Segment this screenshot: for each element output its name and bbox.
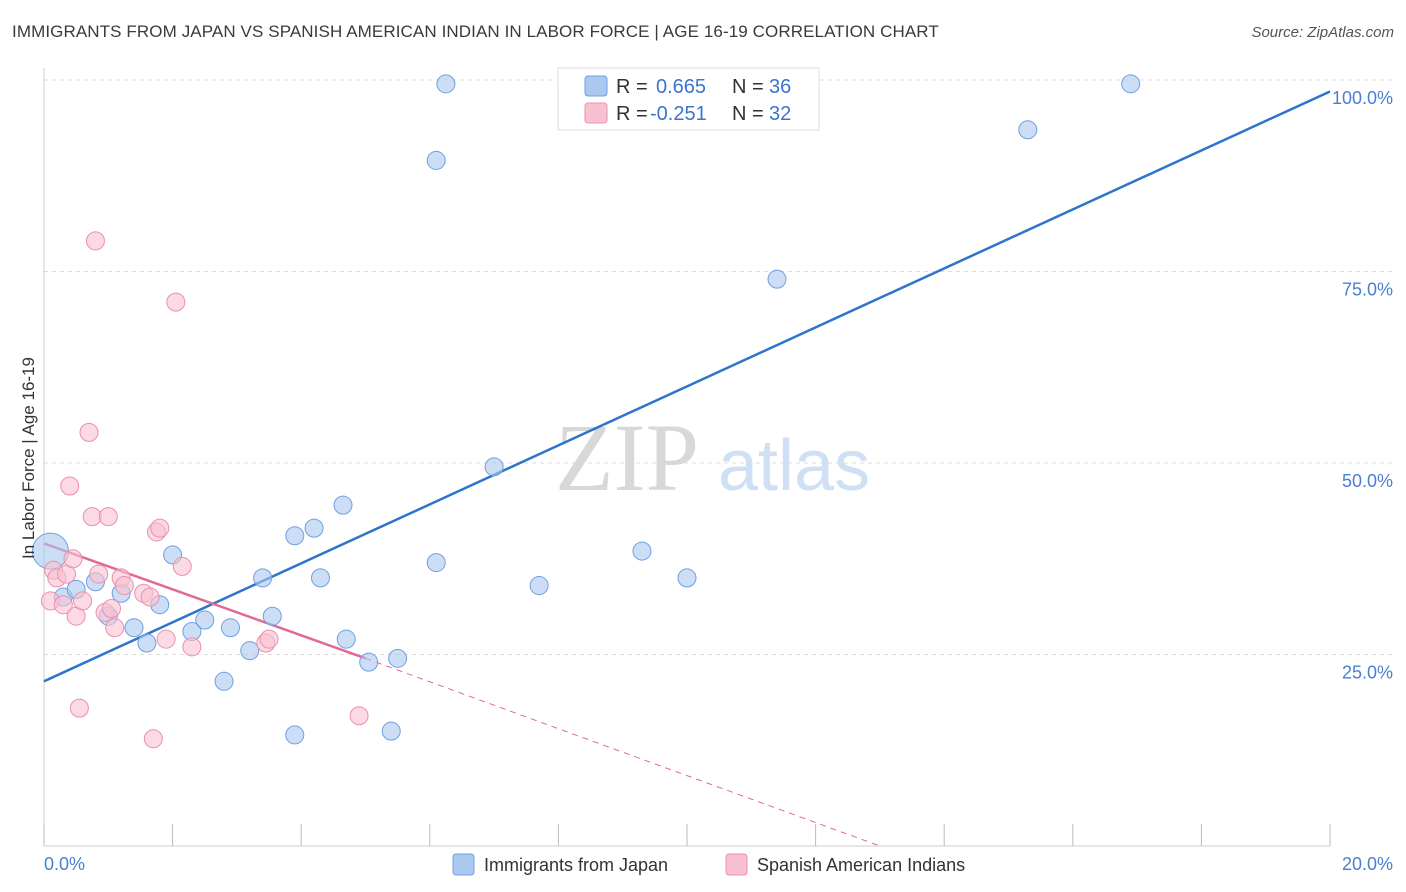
- point-spanish: [102, 599, 122, 619]
- point-japan: [310, 568, 330, 588]
- legend-swatch-spanish: [725, 853, 748, 876]
- stats-swatch-spanish: [584, 102, 608, 124]
- point-japan: [285, 725, 305, 745]
- y-tick-label: 75.0%: [1342, 280, 1393, 300]
- point-japan: [529, 576, 549, 596]
- legend-item-japan[interactable]: Immigrants from Japan: [452, 853, 668, 876]
- stats-legend: R = 0.665 N = 36 R = -0.251 N = 32: [557, 67, 820, 131]
- point-japan: [632, 541, 652, 561]
- axes: 25.0% 50.0% 75.0% 100.0% 0.0% 20.0%: [43, 68, 1393, 874]
- grid-lines: [44, 79, 1392, 655]
- watermark-zip: ZIP: [555, 404, 699, 511]
- point-spanish: [156, 629, 176, 649]
- point-spanish: [166, 292, 186, 312]
- source-label: Source: ZipAtlas.com: [1251, 24, 1394, 41]
- point-japan: [220, 618, 240, 638]
- point-japan: [436, 74, 456, 94]
- watermark: ZIP atlas: [555, 404, 870, 511]
- point-japan: [214, 671, 234, 691]
- y-tick-label: 100.0%: [1332, 88, 1393, 108]
- point-spanish: [114, 576, 134, 596]
- point-spanish: [349, 706, 369, 726]
- point-spanish: [259, 629, 279, 649]
- point-japan: [1018, 120, 1038, 140]
- trend-line-spanish: [43, 542, 366, 660]
- data-points: [31, 74, 1141, 749]
- stats-n-label: N =: [732, 103, 764, 125]
- stats-n-label: N =: [732, 76, 764, 98]
- y-tick-label: 50.0%: [1342, 471, 1393, 491]
- watermark-atlas: atlas: [718, 426, 870, 506]
- point-japan: [262, 606, 282, 626]
- point-japan: [767, 269, 787, 289]
- stats-r-value: 0.665: [656, 76, 706, 98]
- point-japan: [253, 568, 273, 588]
- point-spanish: [73, 591, 93, 611]
- point-spanish: [143, 729, 163, 749]
- point-japan: [304, 518, 324, 538]
- point-japan: [137, 633, 157, 653]
- stats-r-value: -0.251: [650, 103, 707, 125]
- stats-r-label: R =: [616, 103, 648, 125]
- series-legend: Immigrants from Japan Spanish American I…: [452, 853, 965, 876]
- point-japan: [1121, 74, 1141, 94]
- point-japan: [195, 610, 215, 630]
- point-japan: [240, 641, 260, 661]
- point-japan: [388, 648, 408, 668]
- point-spanish: [105, 618, 125, 638]
- point-japan: [677, 568, 697, 588]
- point-spanish: [182, 637, 202, 657]
- point-japan: [381, 721, 401, 741]
- x-tick-label: 0.0%: [44, 854, 85, 874]
- chart-title: IMMIGRANTS FROM JAPAN VS SPANISH AMERICA…: [12, 22, 939, 41]
- point-japan: [359, 652, 379, 672]
- legend-item-spanish[interactable]: Spanish American Indians: [725, 853, 965, 876]
- point-spanish: [69, 698, 89, 718]
- point-japan: [426, 553, 446, 573]
- legend-label-spanish: Spanish American Indians: [757, 855, 965, 875]
- point-spanish: [82, 507, 102, 527]
- point-japan: [336, 629, 356, 649]
- legend-swatch-japan: [452, 853, 475, 876]
- y-tick-label: 25.0%: [1342, 663, 1393, 683]
- point-spanish: [85, 231, 105, 251]
- x-tick-label: 20.0%: [1342, 854, 1393, 874]
- stats-n-value: 32: [769, 103, 791, 125]
- point-japan: [333, 495, 353, 515]
- point-spanish: [53, 595, 73, 615]
- point-japan: [285, 526, 305, 546]
- stats-r-label: R =: [616, 76, 648, 98]
- point-spanish: [172, 556, 192, 576]
- point-spanish: [150, 518, 170, 538]
- point-spanish: [89, 564, 109, 584]
- stats-row-japan: R = 0.665 N = 36: [584, 75, 791, 98]
- stats-row-spanish: R = -0.251 N = 32: [584, 102, 791, 125]
- point-spanish: [79, 422, 99, 442]
- point-japan: [124, 618, 144, 638]
- y-axis-title: In Labor Force | Age 16-19: [19, 357, 38, 559]
- point-japan: [484, 457, 504, 477]
- point-spanish: [98, 507, 118, 527]
- stats-n-value: 36: [769, 76, 791, 98]
- stats-swatch-japan: [584, 75, 608, 97]
- point-spanish: [140, 587, 160, 607]
- point-japan: [426, 150, 446, 170]
- point-spanish: [60, 476, 80, 496]
- trend-line-spanish-extension: [365, 657, 881, 847]
- trend-line-japan: [43, 90, 1331, 683]
- point-spanish: [63, 549, 83, 569]
- legend-label-japan: Immigrants from Japan: [484, 855, 668, 875]
